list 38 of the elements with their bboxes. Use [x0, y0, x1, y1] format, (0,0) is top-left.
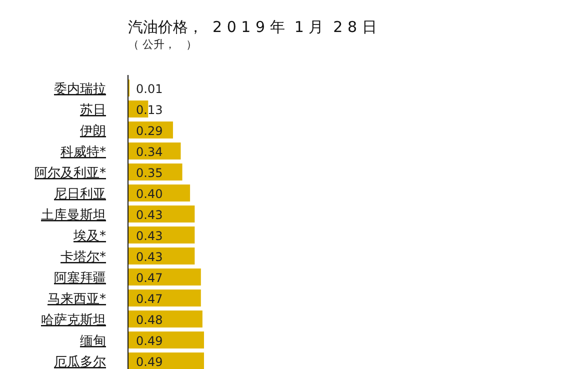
bar — [128, 352, 204, 369]
bar — [128, 268, 201, 286]
y-tick-label: 缅甸 — [80, 334, 106, 349]
data-label: 0.47 — [136, 292, 163, 306]
data-label: 0.48 — [136, 313, 163, 327]
bar — [128, 184, 190, 202]
chart-subtitle: （ 公升， ） — [128, 38, 197, 51]
y-tick-label: 埃及* — [72, 229, 106, 244]
bar — [128, 290, 201, 306]
y-tick-label: 委内瑞拉 — [54, 82, 106, 97]
y-tick-label: 科威特* — [60, 145, 106, 160]
data-label: 0.35 — [136, 166, 163, 180]
y-tick-label: 马来西亚* — [48, 292, 106, 307]
bar — [128, 310, 202, 328]
data-label: 0.49 — [136, 355, 163, 369]
data-label: 0.49 — [136, 334, 163, 348]
bar — [128, 332, 204, 348]
y-tick-label: 卡塔尔* — [60, 250, 106, 265]
y-tick-label: 哈萨克斯坦 — [41, 313, 106, 328]
data-label: 0.43 — [136, 229, 163, 243]
y-tick-label: 伊朗 — [80, 123, 106, 139]
data-label: 0.43 — [136, 250, 163, 264]
data-label: 0.43 — [136, 208, 163, 222]
bar — [128, 248, 195, 264]
data-label: 0.34 — [136, 145, 163, 159]
data-label: 0.47 — [136, 271, 163, 285]
y-tick-label: 尼日利亚 — [54, 187, 106, 202]
y-tick-label: 阿塞拜疆 — [54, 270, 106, 286]
y-tick-label: 苏日 — [80, 103, 106, 118]
data-label: 0.29 — [136, 124, 163, 138]
y-tick-label: 土库曼斯坦 — [41, 208, 106, 223]
text: 汽油价格， 2 0 1 9 年 1 月 2 8 日 — [128, 18, 377, 36]
bar — [128, 226, 195, 244]
y-tick-label: 阿尔及利亚* — [34, 166, 106, 181]
data-label: 0.01 — [136, 82, 163, 96]
bar — [128, 206, 195, 222]
y-tick-label: 厄瓜多尔 — [54, 355, 106, 369]
data-label: 0.40 — [136, 187, 163, 201]
